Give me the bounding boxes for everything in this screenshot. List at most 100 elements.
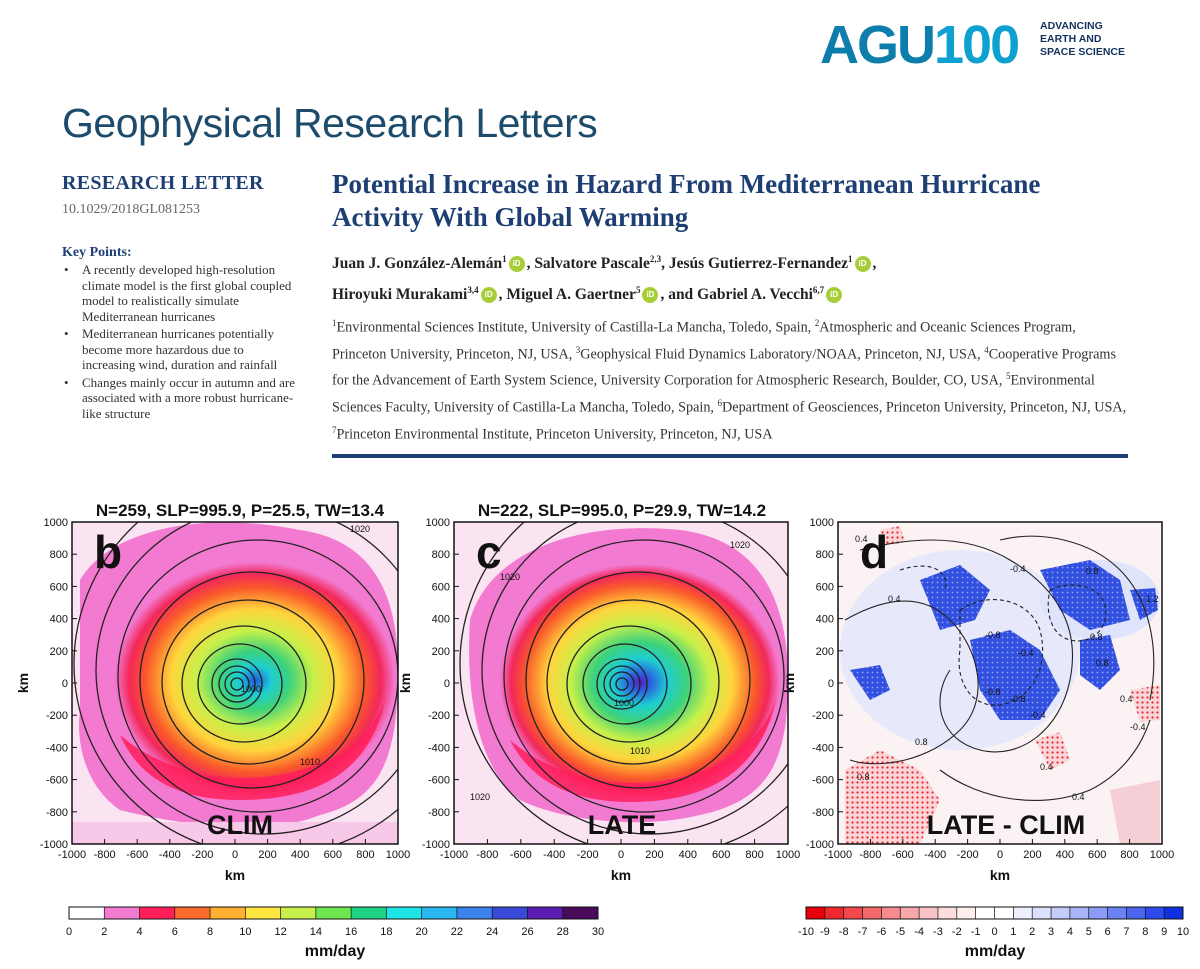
panel-bottom-label: LATE - CLIM [927, 810, 1085, 840]
colorbar-right-swatch [1069, 907, 1090, 919]
y-tick-label: 400 [432, 614, 450, 626]
contour-label: 0.8 [915, 737, 928, 747]
affiliation-text: Princeton Environmental Institute, Princ… [336, 426, 773, 443]
contour-label: -0.8 [1010, 694, 1026, 704]
affiliation-text: Environmental Sciences Faculty, Universi… [332, 373, 1095, 416]
author-affiliation-index: 6,7 [812, 285, 825, 296]
contour-label: 1000 [614, 698, 634, 708]
author-affiliation-index: 3,4 [467, 285, 479, 296]
colorbar-left-swatch [280, 907, 317, 919]
colorbar-right-swatch [843, 907, 864, 919]
affiliation-index: 5 [1005, 371, 1011, 382]
contour-label: 0.8 [1086, 566, 1099, 576]
affiliation-index: 2 [814, 318, 820, 328]
author-list: Juan J. González-Alemán1 iD, Salvatore Pa… [332, 254, 877, 304]
y-tick-label: 1000 [426, 517, 450, 529]
colorbar-left-swatch [351, 907, 387, 919]
x-tick-label: 200 [1023, 849, 1041, 861]
colorbar-left-tick-label: 14 [310, 926, 322, 938]
x-tick-label: -800 [859, 849, 881, 861]
panel-d-plot: 0.4 -0.4 0.4 -0.8 -0.4 0.8 0.8 0.8 1.2 -… [838, 522, 1162, 844]
y-tick-label: 400 [816, 614, 834, 626]
colorbar-right-tick-label: -2 [952, 926, 962, 938]
colorbar-right-unit: mm/day [965, 943, 1026, 960]
contour-label: -0.4 [1030, 710, 1046, 720]
colorbar-right-swatch [937, 907, 958, 919]
y-tick-label: -600 [428, 775, 450, 787]
key-points-heading: Key Points: [62, 245, 132, 260]
y-tick-label: 0 [828, 678, 834, 690]
colorbars: 0 2 4 6 8 10 12 14 16 18 20 22 24 26 28 30 -10 -9 -8 -7 -6 -5… [66, 906, 1189, 938]
y-tick-label: -800 [46, 807, 68, 819]
y-tick-label: 600 [432, 581, 450, 593]
colorbar-right-tick-label: 5 [1086, 926, 1092, 938]
colorbar-right-swatch [1032, 907, 1052, 919]
doi[interactable]: 10.1029/2018GL081253 [62, 202, 201, 217]
x-tick-label: -200 [957, 849, 979, 861]
contour-label: 1000 [241, 684, 261, 694]
x-tick-label: 200 [258, 849, 276, 861]
author-affiliation-index: 1 [848, 254, 853, 264]
affiliation-text: Cooperative Programs for the Advancement… [332, 346, 1116, 390]
contour-label: 1020 [730, 540, 750, 550]
orcid-icon[interactable]: iD [508, 256, 525, 273]
x-tick-label: 800 [1120, 849, 1138, 861]
colorbar-left-swatch [174, 907, 211, 919]
x-tick-label: -200 [577, 849, 599, 861]
contour-label: -0.8 [985, 630, 1001, 640]
author: Salvatore Pascale2,3 [534, 254, 662, 273]
colorbar-right-tick-label: -3 [933, 926, 943, 938]
colorbar-right-tick-label: 4 [1067, 926, 1073, 938]
orcid-icon[interactable]: iD [480, 287, 497, 304]
x-tick-label: 1000 [776, 849, 800, 861]
x-tick-label: 400 [1056, 849, 1074, 861]
colorbar-left-tick-label: 2 [101, 926, 107, 938]
contour-label: 0.8 [1096, 658, 1109, 668]
x-tick-label: -600 [126, 849, 148, 861]
colorbar-right-swatch [1164, 907, 1184, 919]
x-tick-label: 800 [745, 849, 763, 861]
y-tick-label: 200 [432, 646, 450, 658]
y-axis-label: km [397, 673, 413, 693]
y-tick-label: 800 [50, 549, 68, 561]
x-tick-label: -800 [94, 849, 116, 861]
y-tick-label: -200 [428, 710, 450, 722]
colorbar-left-swatch [386, 907, 423, 919]
y-tick-label: 200 [50, 646, 68, 658]
colorbar-left-swatch [69, 907, 105, 919]
colorbar-left-swatch [245, 907, 282, 919]
y-tick-label: -400 [428, 742, 450, 754]
panel-bottom-label: LATE [588, 810, 657, 840]
colorbar-right-tick-label: -6 [877, 926, 887, 938]
panel-stats: N=222, SLP=995.0, P=29.9, TW=14.2 [478, 501, 766, 520]
agu100-logo: AGU100 [820, 15, 1020, 75]
header-rule [332, 454, 1128, 458]
colorbar-right-tick-label: 0 [991, 926, 997, 938]
y-axis-label: km [15, 673, 31, 693]
orcid-icon[interactable]: iD [642, 287, 659, 304]
panel-bottom-label: CLIM [207, 810, 273, 840]
colorbar-right-swatch [900, 907, 920, 919]
colorbar-right-swatch [1126, 907, 1146, 919]
x-axis-label: km [990, 867, 1010, 883]
panel-letter: b [94, 526, 122, 578]
x-tick-label: -400 [543, 849, 565, 861]
y-tick-label: 600 [816, 581, 834, 593]
orcid-icon[interactable]: iD [826, 287, 843, 304]
orcid-icon[interactable]: iD [854, 256, 871, 273]
key-point: A recently developed high-resolution cli… [62, 262, 300, 324]
affiliation-index: 4 [984, 344, 989, 355]
colorbar-right-tick-label: 10 [1177, 926, 1189, 938]
colorbar-right-swatch [1088, 907, 1109, 919]
y-tick-label: -200 [46, 710, 68, 722]
author: Jesús Gutierrez-Fernandez1 [668, 254, 853, 273]
colorbar-right-swatch [956, 907, 977, 919]
colorbar-right-swatch [806, 907, 826, 919]
colorbar-right-swatch [1145, 907, 1165, 919]
contour-label: 0.4 [855, 534, 868, 544]
contour-label: 0.4 [888, 594, 901, 604]
contour-label: -0.8 [985, 687, 1001, 697]
colorbar-left-tick-label: 4 [136, 926, 142, 938]
y-tick-label: 0 [62, 678, 68, 690]
contour-label: 1020 [500, 572, 520, 582]
